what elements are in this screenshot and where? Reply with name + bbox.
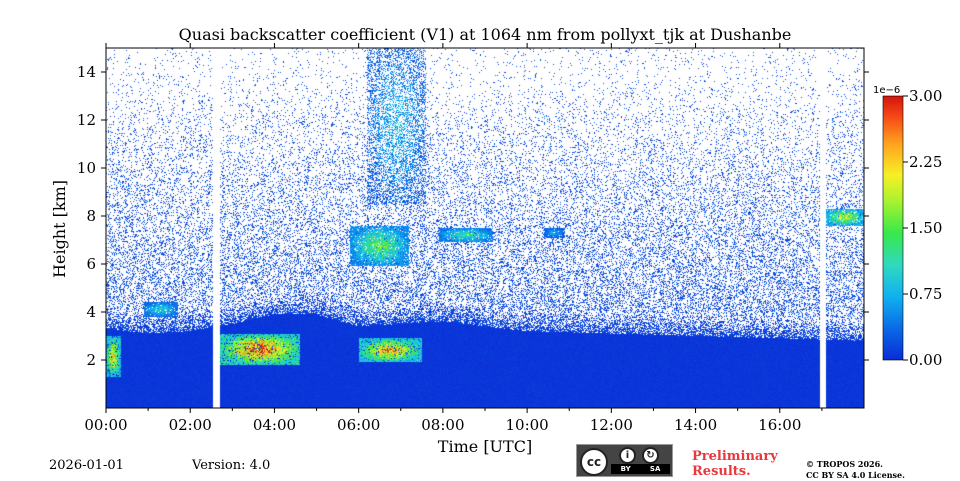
y-tick-label: 2: [86, 351, 96, 369]
chart-title: Quasi backscatter coefficient (V1) at 10…: [178, 25, 792, 44]
license-by-label: BY: [620, 465, 631, 473]
heatmap-area: [106, 48, 864, 408]
license-sa-label: SA: [649, 465, 661, 473]
y-tick-label: 14: [77, 63, 96, 81]
license-badge: cc i ↻ BY SA: [576, 444, 673, 477]
version-label: Version: 4.0: [192, 458, 271, 473]
colorbar-axis: 0.00 0.75 1.50 2.25 3.00: [903, 87, 942, 369]
x-tick-label: 04:00: [253, 416, 296, 434]
colorbar-tick-label: 2.25: [909, 153, 942, 171]
y-tick-label: 6: [86, 255, 96, 273]
share-alike-icon: ↻: [642, 447, 659, 464]
x-tick-label: 16:00: [758, 416, 801, 434]
attribution-icon: i: [619, 447, 636, 464]
x-tick-label: 14:00: [674, 416, 717, 434]
y-tick-label: 12: [77, 111, 96, 129]
backscatter-raster: [106, 48, 864, 408]
creative-commons-icon: cc: [580, 448, 608, 476]
x-tick-label: 00:00: [84, 416, 127, 434]
colorbar-tick-label: 0.00: [909, 351, 942, 369]
preliminary-line-1: Preliminary: [692, 449, 778, 464]
x-tick-label: 02:00: [169, 416, 212, 434]
x-tick-label: 10:00: [505, 416, 548, 434]
x-axis-label: Time [UTC]: [438, 437, 532, 456]
y-axis: 2 4 6 8 10 12 14: [77, 63, 869, 369]
copyright-notice: © TROPOS 2026. CC BY SA 4.0 License.: [806, 459, 905, 481]
x-tick-label: 12:00: [590, 416, 633, 434]
date-label: 2026-01-01: [49, 458, 124, 473]
x-axis: 00:00 02:00 04:00 06:00 08:00 10:00 12:00 14:00…: [84, 43, 823, 434]
y-tick-label: 10: [77, 159, 96, 177]
preliminary-notice: Preliminary Results.: [692, 449, 778, 479]
preliminary-line-2: Results.: [692, 464, 751, 479]
y-axis-label: Height [km]: [50, 180, 69, 278]
colorbar: [882, 95, 904, 361]
copyright-line-1: © TROPOS 2026.: [806, 459, 883, 469]
colorbar-tick-label: 3.00: [909, 87, 942, 105]
colorbar-tick-label: 1.50: [909, 219, 942, 237]
x-tick-label: 06:00: [337, 416, 380, 434]
y-tick-label: 4: [86, 303, 96, 321]
colorbar-exponent: 1e−6: [873, 85, 900, 96]
x-tick-label: 08:00: [421, 416, 464, 434]
colorbar-tick-label: 0.75: [909, 285, 942, 303]
copyright-line-2: CC BY SA 4.0 License.: [806, 470, 905, 480]
y-tick-label: 8: [86, 207, 96, 225]
